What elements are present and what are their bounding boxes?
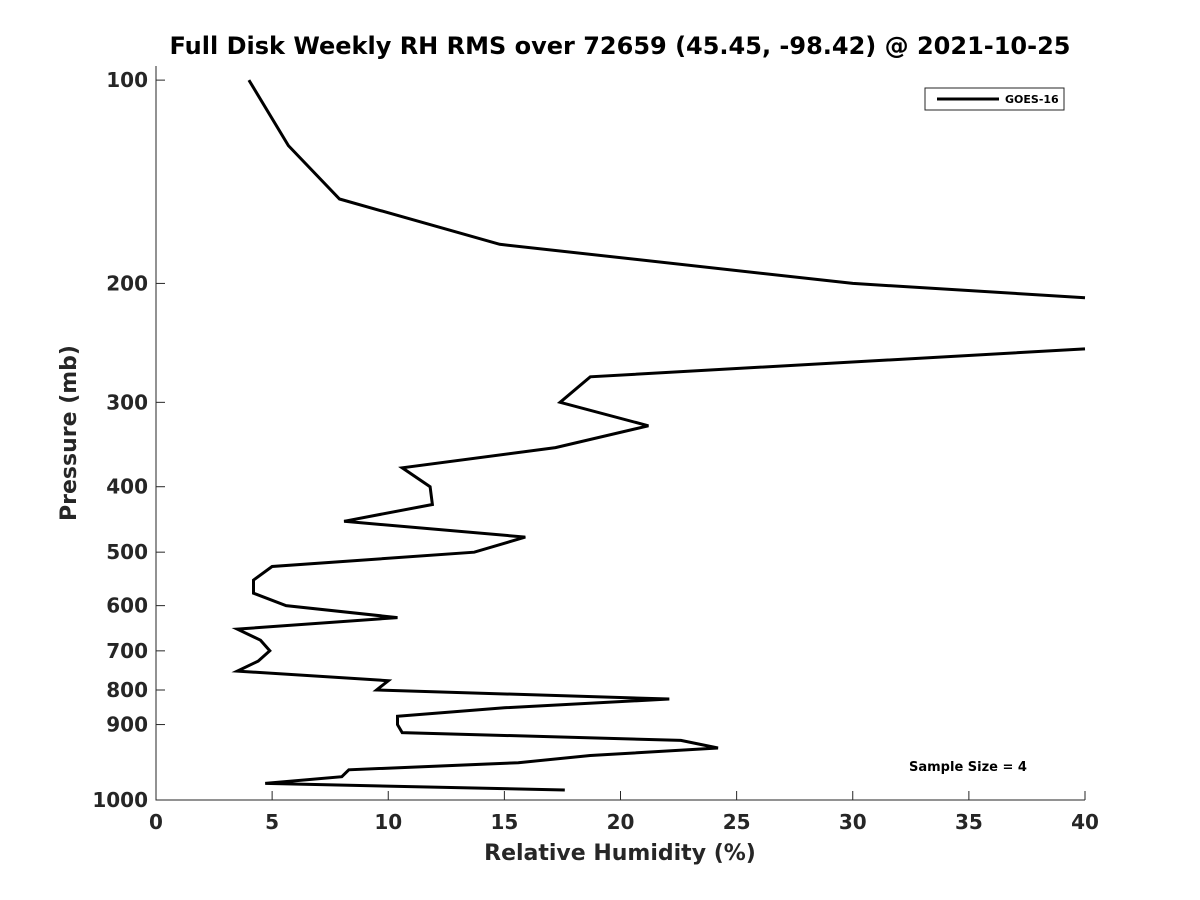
series-line-segment [247, 79, 1086, 300]
y-tick-label: 200 [106, 271, 148, 295]
y-tick-label: 100 [106, 68, 148, 92]
chart-title: Full Disk Weekly RH RMS over 72659 (45.4… [169, 32, 1070, 60]
series-line-segment [231, 347, 1086, 792]
x-tick-label: 0 [149, 810, 163, 834]
x-tick-label: 40 [1071, 810, 1099, 834]
x-tick-label: 15 [490, 810, 518, 834]
legend: GOES-16 [924, 87, 1065, 111]
x-tick-label: 10 [374, 810, 402, 834]
x-tick-label: 30 [839, 810, 867, 834]
x-tick-label: 25 [723, 810, 751, 834]
legend-entry-goes-16: GOES-16 [1005, 93, 1059, 106]
y-axis-ticks: 100 200 300 400 500 600 700 800 900 1000 [92, 68, 165, 812]
y-tick-label: 600 [106, 594, 148, 618]
x-axis-label: Relative Humidity (%) [484, 841, 756, 866]
x-axis-ticks: 0 5 10 15 20 25 30 35 40 [149, 791, 1099, 834]
y-tick-label: 900 [106, 713, 148, 737]
series-layer [231, 79, 1086, 792]
y-tick-label: 300 [106, 390, 148, 414]
y-tick-label: 700 [106, 639, 148, 663]
x-tick-label: 5 [265, 810, 279, 834]
sample-size-annotation: Sample Size = 4 [909, 760, 1027, 775]
y-tick-label: 500 [106, 540, 148, 564]
x-tick-label: 35 [955, 810, 983, 834]
y-tick-label: 400 [106, 475, 148, 499]
y-axis-label: Pressure (mb) [57, 345, 82, 521]
x-tick-label: 20 [607, 810, 635, 834]
y-tick-label: 1000 [92, 788, 148, 812]
y-tick-label: 800 [106, 678, 148, 702]
